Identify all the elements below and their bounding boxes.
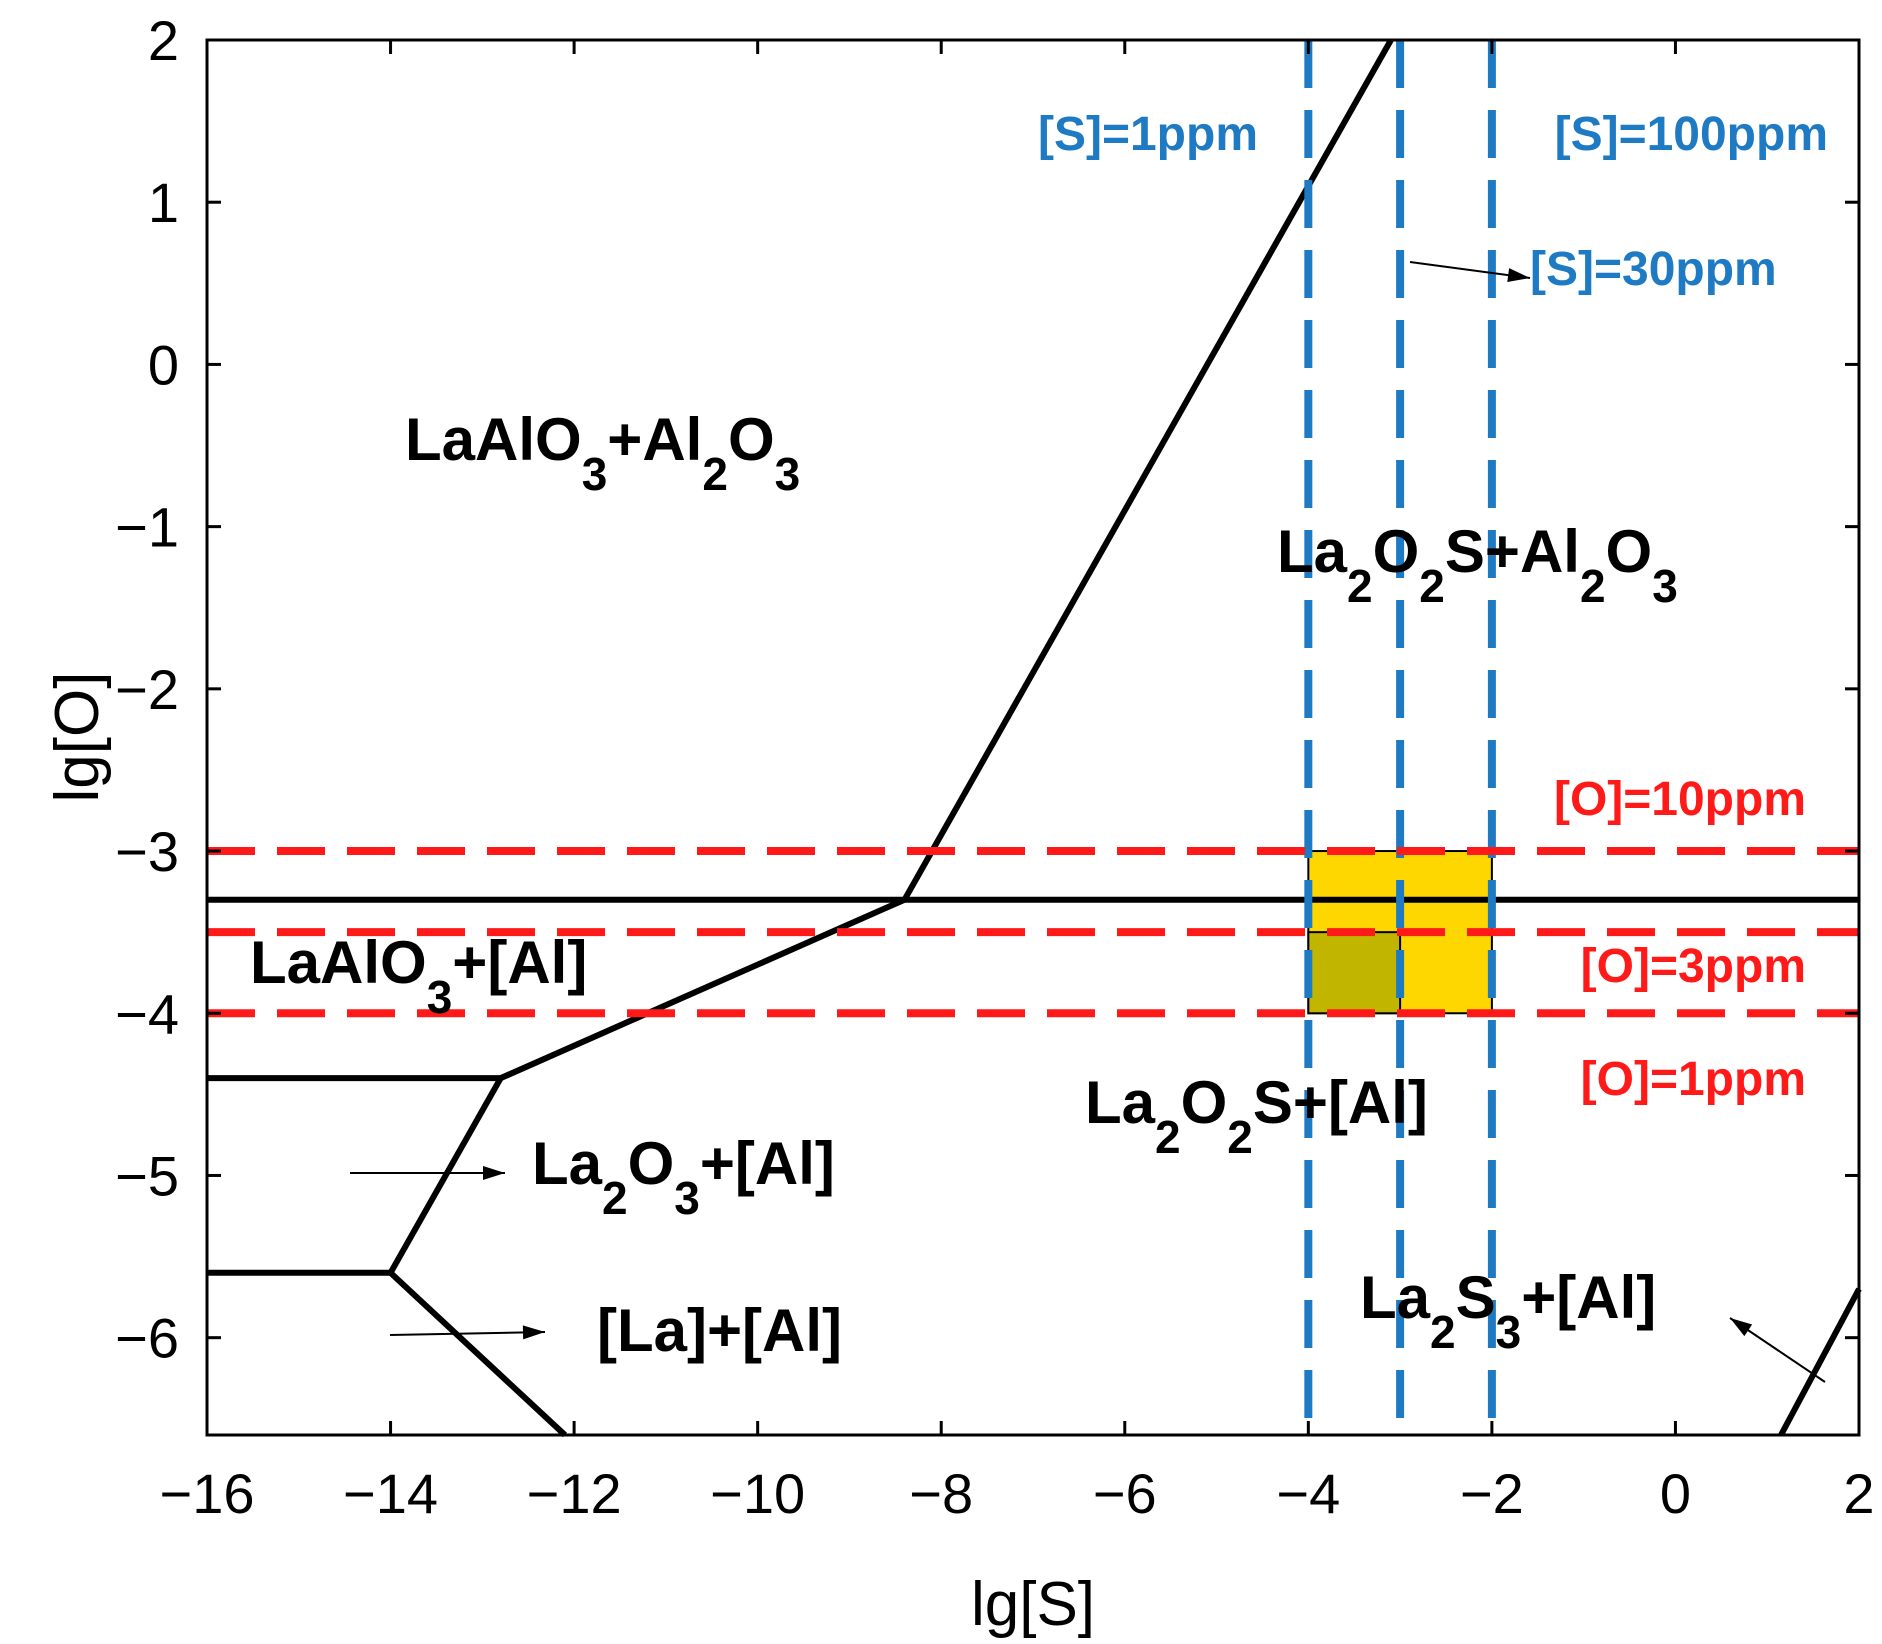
y-tick-label: −5 [115,1144,179,1207]
label-text: LaAlO [250,929,427,996]
subscript: 2 [702,448,728,500]
sulfur-line-label-1: [S]=30ppm [1530,243,1777,296]
y-tick-label: 2 [148,9,179,72]
region-label-la-al: [La]+[Al] [597,1297,842,1364]
annotation-arrowhead-0 [1507,268,1530,283]
subscript: 3 [775,448,801,500]
label-text: O [1181,1069,1228,1136]
phase-boundary-6 [388,1270,567,1438]
subscript: 3 [1652,560,1678,612]
oxygen-line-label-1: [O]=3ppm [1581,940,1806,993]
subscript: 2 [1155,1111,1181,1163]
subscript: 3 [1496,1306,1522,1358]
label-text: +[Al] [700,1130,835,1197]
y-tick-label: −1 [115,496,179,559]
x-tick-label: −6 [1093,1462,1157,1525]
annotation-arrowhead-2 [522,1325,545,1340]
x-tick-label: 0 [1660,1462,1691,1525]
label-text: La [1277,518,1348,585]
y-tick-label: −2 [115,658,179,721]
highlight-region-1 [1307,931,1402,1015]
plot-background [207,40,1859,1435]
x-tick-label: 2 [1843,1462,1874,1525]
subscript: 2 [1580,560,1606,612]
annotation-arrowhead-1 [483,1166,505,1180]
region-label-la2o2s-al2o3: La2O2S+Al2O3 [1277,518,1678,612]
label-text: S+[Al] [1253,1069,1428,1136]
subscript: 2 [1227,1111,1253,1163]
region-label-la2s3-al: La2S3+[Al] [1360,1264,1656,1358]
sulfur-line-label-0: [S]=1ppm [1038,108,1258,161]
annotation-arrows [350,261,1826,1383]
x-axis-title: lg[S] [971,1570,1095,1639]
subscript: 2 [1419,560,1445,612]
y-tick-label: −3 [115,820,179,883]
sulfur-line-label-2: [S]=100ppm [1555,108,1828,161]
label-text: +Al [607,406,702,473]
label-text: [La]+[Al] [597,1297,842,1364]
phase-boundary-4 [387,1076,504,1275]
oxygen-line-label-2: [O]=1ppm [1581,1053,1806,1106]
x-tick-label: −4 [1276,1462,1340,1525]
phase-boundary-7 [1778,1287,1862,1437]
region-label-laalo3-al: LaAlO3+[Al] [250,929,587,1023]
annotation-arrow-2 [389,1331,546,1336]
x-tick-label: −16 [160,1462,255,1525]
label-text: O [1373,518,1420,585]
region-label-la2o3-al: La2O3+[Al] [532,1130,835,1224]
label-text: O [628,1130,675,1197]
label-text: La [1085,1069,1156,1136]
subscript: 2 [602,1172,628,1224]
subscript: 3 [427,971,453,1023]
label-text: LaAlO [405,406,582,473]
label-text: S+Al [1445,518,1580,585]
y-axis-title: lg[O] [43,672,112,803]
subscript: 3 [674,1172,700,1224]
x-tick-label: −14 [343,1462,438,1525]
region-label-laalo3-al2o3: LaAlO3+Al2O3 [405,406,800,500]
y-tick-label: 0 [148,333,179,396]
region-label-la2o2s-al: La2O2S+[Al] [1085,1069,1428,1163]
x-tick-label: −12 [527,1462,622,1525]
label-text: La [1360,1264,1431,1331]
oxygen-line-label-0: [O]=10ppm [1554,773,1806,826]
label-text: O [1606,518,1653,585]
subscript: 3 [582,448,608,500]
annotation-arrowhead-3 [1730,1318,1753,1337]
label-text: +[Al] [452,929,587,996]
label-text: +[Al] [1521,1264,1656,1331]
label-text: O [728,406,775,473]
x-tick-label: −8 [909,1462,973,1525]
y-tick-label: −4 [115,982,179,1045]
axes-frame [205,38,1861,1437]
plot-frame [205,38,1861,1437]
y-tick-label: 1 [148,171,179,234]
reference-lines: [S]=1ppm [S]=30ppm [S]=100ppm [O]=10ppm [O]=… [207,40,1859,1435]
subscript: 2 [1430,1306,1456,1358]
x-tick-label: −2 [1460,1462,1524,1525]
x-tick-label: −10 [710,1462,805,1525]
subscript: 2 [1347,560,1373,612]
label-text: S [1456,1264,1496,1331]
y-tick-label: −6 [115,1307,179,1370]
label-text: La [532,1130,603,1197]
region-labels: LaAlO3+Al2O3La2O2S+Al2O3LaAlO3+[Al]La2O2… [250,406,1678,1364]
